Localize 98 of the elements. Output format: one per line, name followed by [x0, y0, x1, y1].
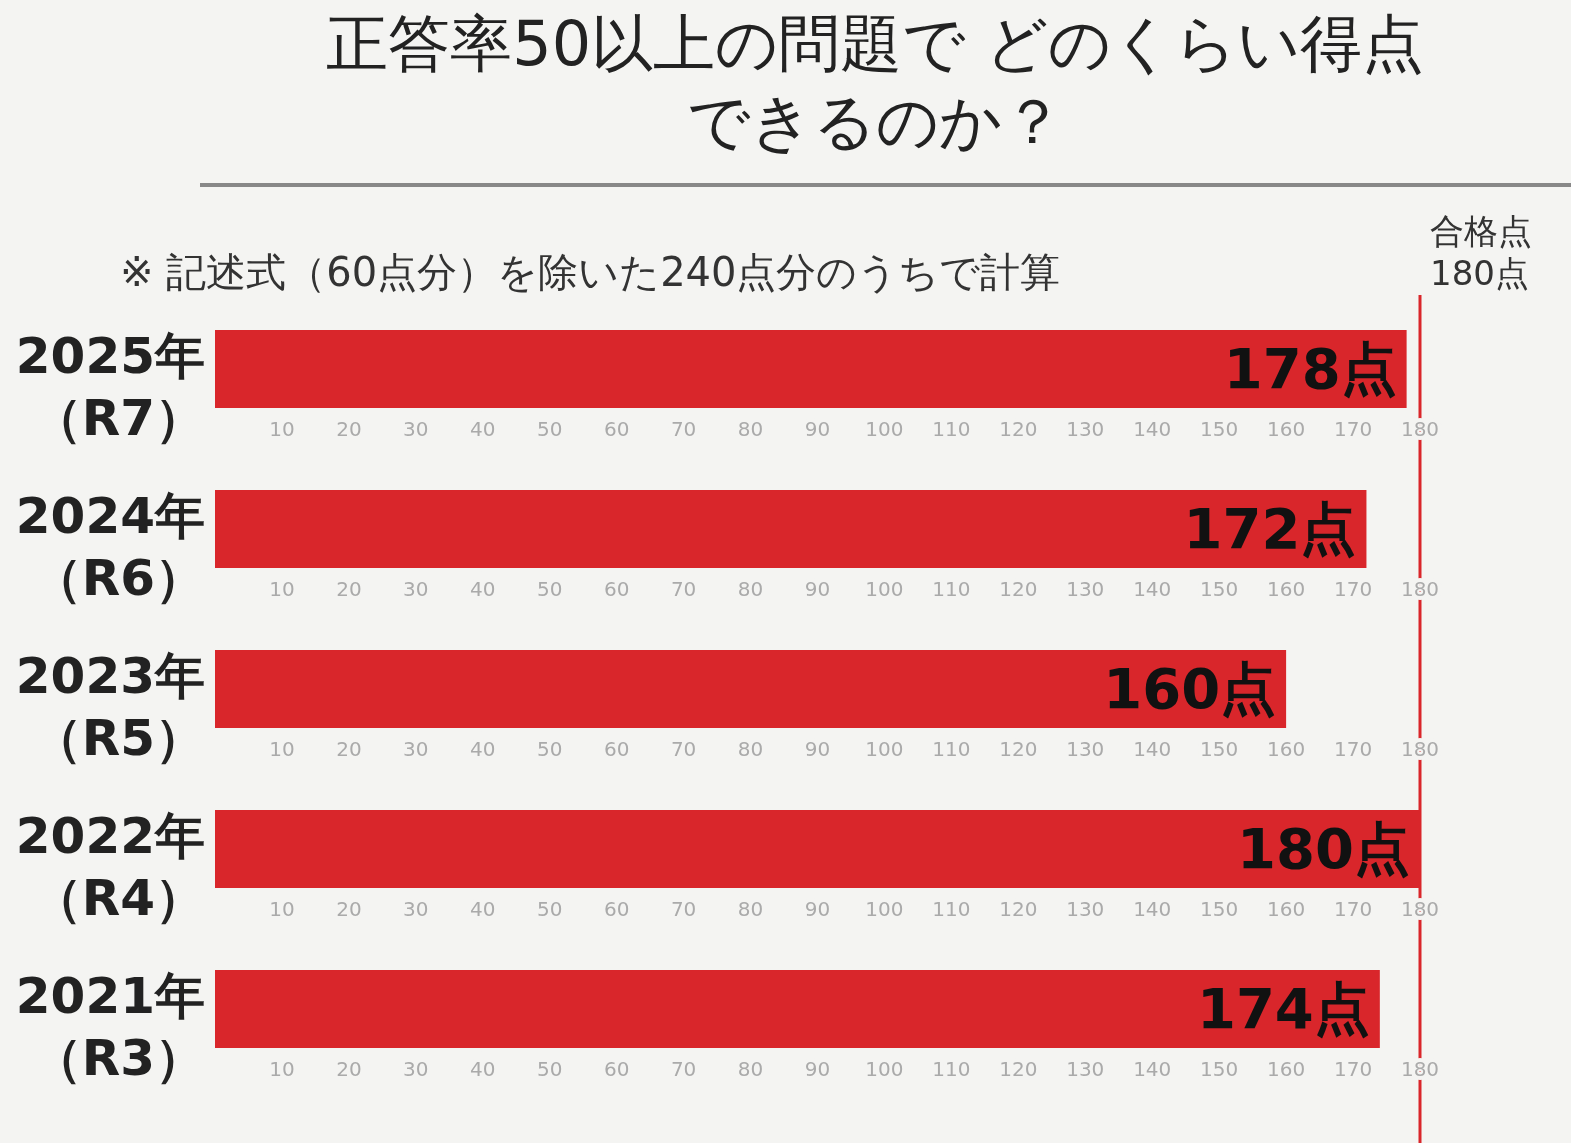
x-tick-label: 140: [1133, 417, 1172, 441]
x-tick-label: 80: [737, 737, 764, 761]
x-tick-label: 130: [1066, 577, 1105, 601]
x-tick-label: 130: [1066, 897, 1105, 921]
x-tick-label: 100: [865, 737, 904, 761]
data-label: 178点: [1222, 336, 1397, 402]
x-tick-label: 140: [1133, 1057, 1172, 1081]
x-tick-label: 110: [932, 897, 971, 921]
data-label: 174点: [1195, 976, 1370, 1042]
data-label: 180点: [1236, 816, 1410, 882]
x-tick-label: 120: [999, 897, 1038, 921]
x-tick-label: 110: [932, 577, 971, 601]
x-tick-label: 170: [1333, 1057, 1373, 1081]
x-tick-label: 170: [1333, 897, 1373, 921]
x-tick-label: 150: [1200, 1057, 1239, 1081]
x-tick-label: 60: [603, 737, 630, 761]
x-tick-label: 100: [865, 577, 904, 601]
x-tick-label: 10: [269, 577, 295, 601]
x-tick-label: 50: [537, 577, 563, 601]
x-tick-label: 80: [737, 417, 764, 441]
x-tick-label: 40: [470, 737, 496, 761]
x-tick-label: 70: [670, 1057, 697, 1081]
x-tick-label: 60: [603, 897, 630, 921]
x-tick-label: 110: [932, 737, 971, 761]
x-tick-label: 100: [865, 417, 904, 441]
x-tick-label: 80: [737, 1057, 764, 1081]
x-tick-label: 30: [403, 897, 429, 921]
x-tick-label: 120: [999, 737, 1038, 761]
x-tick-label: 150: [1200, 737, 1239, 761]
x-tick-label: 30: [403, 417, 429, 441]
x-tick-label: 40: [470, 417, 496, 441]
x-tick-label: 160: [1267, 737, 1306, 761]
x-tick-label: 30: [403, 577, 429, 601]
x-tick-label: 150: [1200, 577, 1239, 601]
x-tick-label: 170: [1333, 577, 1373, 601]
x-tick-label: 130: [1066, 417, 1105, 441]
x-tick-label: 60: [603, 1057, 630, 1081]
y-tick-label: 2022年（R4）: [14, 806, 205, 929]
x-tick-label: 160: [1267, 897, 1306, 921]
x-tick-label: 160: [1267, 417, 1306, 441]
x-tick-label: 20: [336, 577, 362, 601]
x-tick-label: 90: [804, 1057, 831, 1081]
x-tick-label: 160: [1267, 1057, 1306, 1081]
x-tick-label: 130: [1066, 1057, 1105, 1081]
x-tick-label: 60: [603, 417, 630, 441]
x-tick-label: 110: [932, 417, 971, 441]
x-tick-label: 90: [804, 737, 831, 761]
x-tick-label: 90: [804, 577, 831, 601]
x-tick-label: 150: [1200, 897, 1239, 921]
x-tick-label: 20: [336, 1057, 362, 1081]
x-tick-label: 100: [865, 1057, 904, 1081]
x-tick-label: 150: [1200, 417, 1239, 441]
x-tick-label: 30: [403, 737, 429, 761]
x-tick-label: 30: [403, 1057, 429, 1081]
x-tick-label: 90: [804, 417, 831, 441]
y-tick-label: 2021年（R3）: [14, 966, 205, 1089]
chart-subtitle: ※ 記述式（60点分）を除いた240点分のうちで計算: [120, 248, 1061, 297]
x-tick-label: 50: [537, 737, 563, 761]
y-tick-label: 2024年（R6）: [14, 486, 205, 609]
x-tick-label: 50: [537, 417, 563, 441]
x-tick-label: 130: [1066, 737, 1105, 761]
x-tick-label: 70: [670, 737, 697, 761]
y-tick-label: 2023年（R5）: [14, 646, 205, 769]
x-tick-label: 20: [336, 897, 362, 921]
x-tick-label: 140: [1133, 577, 1172, 601]
x-tick-label: 140: [1133, 737, 1172, 761]
x-tick-label: 120: [999, 417, 1038, 441]
data-label: 172点: [1182, 496, 1357, 562]
x-tick-label: 20: [336, 417, 362, 441]
x-tick-label: 50: [537, 1057, 563, 1081]
x-tick-label: 80: [737, 897, 764, 921]
x-tick-label: 160: [1267, 577, 1306, 601]
x-tick-label: 70: [670, 897, 697, 921]
x-tick-label: 20: [336, 737, 362, 761]
chart-title: 正答率50以上の問題で どのくらい得点できるのか？: [325, 6, 1425, 160]
x-tick-label: 170: [1333, 417, 1373, 441]
x-tick-label: 50: [537, 897, 563, 921]
data-label: 160点: [1102, 656, 1277, 722]
x-tick-label: 120: [999, 1057, 1038, 1081]
x-tick-label: 40: [470, 1057, 496, 1081]
x-tick-label: 10: [269, 417, 295, 441]
x-tick-label: 100: [865, 897, 904, 921]
x-tick-label: 140: [1133, 897, 1172, 921]
y-tick-label: 2025年（R7）: [14, 326, 205, 449]
x-tick-label: 80: [737, 577, 764, 601]
x-tick-label: 60: [603, 577, 630, 601]
x-tick-label: 70: [670, 577, 697, 601]
x-tick-label: 70: [670, 417, 697, 441]
x-tick-label: 90: [804, 897, 831, 921]
x-tick-label: 170: [1333, 737, 1373, 761]
x-tick-label: 10: [269, 897, 295, 921]
x-tick-label: 120: [999, 577, 1038, 601]
x-tick-label: 110: [932, 1057, 971, 1081]
x-tick-label: 40: [470, 897, 496, 921]
ref-line-label: 合格点 180点: [1430, 210, 1533, 294]
x-tick-label: 40: [470, 577, 496, 601]
x-tick-label: 10: [269, 737, 295, 761]
x-tick-label: 10: [269, 1057, 295, 1081]
